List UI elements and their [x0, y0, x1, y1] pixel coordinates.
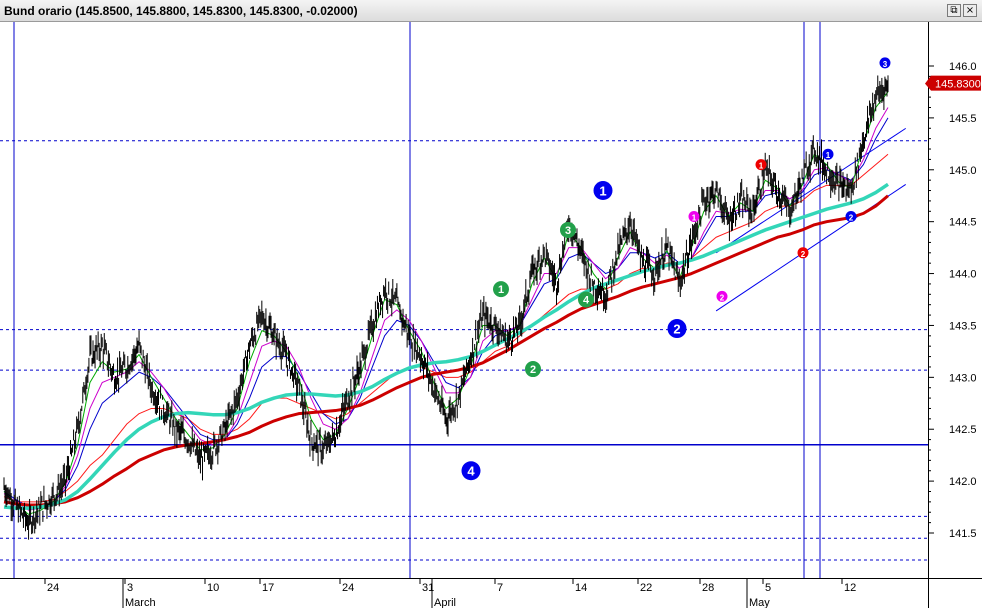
annotation-label: 1	[826, 151, 831, 160]
time-axis-month-label: May	[749, 597, 770, 608]
annotation-label: 4	[583, 295, 590, 307]
window-titlebar: Bund orario (145.8500, 145.8800, 145.830…	[0, 0, 982, 22]
annotation-label: 3	[883, 60, 888, 69]
price-axis-label: 142.5	[949, 424, 977, 436]
annotation-marker	[667, 319, 687, 339]
annotation-marker	[755, 159, 767, 171]
annotation-label: 2	[673, 322, 680, 337]
price-axis-label: 144.5	[949, 217, 977, 229]
moving-average-line-0	[3, 153, 889, 503]
time-axis-day-label: 22	[640, 582, 652, 594]
last-price-label: 145.8300	[935, 79, 981, 91]
price-axis-label: 142.0	[949, 476, 977, 488]
time-axis-day-label: 24	[47, 582, 59, 594]
price-axis-label: 141.5	[949, 528, 977, 540]
annotation-marker	[593, 181, 613, 201]
time-axis-day-label: 14	[575, 582, 587, 594]
annotation-label: 1	[599, 184, 606, 199]
moving-average-line-2	[3, 107, 889, 511]
last-price-tag	[931, 75, 981, 91]
price-axis-label: 144.0	[949, 269, 977, 281]
annotation-marker	[845, 210, 857, 222]
price-axis-area	[928, 22, 982, 608]
moving-average-line-5	[3, 182, 889, 510]
annotation-label: 2	[849, 213, 854, 222]
annotation-marker	[461, 461, 481, 481]
annotation-marker	[879, 57, 891, 69]
moving-average-line-4	[3, 194, 889, 507]
time-axis-day-label: 5	[765, 582, 771, 594]
channel-line-0	[715, 127, 906, 254]
moving-average-line-3	[3, 91, 889, 515]
annotation-label: 4	[467, 464, 475, 479]
annotation-label: 2	[720, 293, 725, 302]
annotation-marker	[525, 361, 541, 378]
last-price-tag-arrow	[925, 75, 931, 91]
time-axis-day-label: 12	[844, 582, 856, 594]
time-axis-day-label: 31	[422, 582, 434, 594]
price-chart: 12341241212123141.5142.0142.5143.0143.51…	[0, 22, 982, 608]
time-axis-month-label: April	[434, 597, 456, 608]
window-title: Bund orario (145.8500, 145.8800, 145.830…	[4, 4, 358, 18]
time-axis-day-label: 10	[207, 582, 219, 594]
plot-area	[0, 22, 928, 578]
annotation-label: 2	[801, 250, 806, 259]
time-axis-day-label: 3	[127, 582, 133, 594]
price-axis-label: 143.0	[949, 372, 977, 384]
time-axis-day-label: 28	[702, 582, 714, 594]
time-axis-day-label: 7	[497, 582, 503, 594]
price-axis-label: 143.5	[949, 320, 977, 332]
annotation-label: 2	[530, 364, 536, 376]
time-axis-day-label: 17	[262, 582, 274, 594]
annotation-marker	[688, 210, 700, 222]
annotation-label: 1	[692, 213, 697, 222]
annotation-label: 3	[565, 225, 571, 237]
close-window-icon[interactable]: ×	[963, 4, 977, 17]
time-axis-month-label: March	[125, 597, 156, 608]
annotation-marker	[822, 148, 834, 160]
annotation-label: 1	[498, 284, 504, 296]
time-axis-day-label: 24	[342, 582, 354, 594]
annotation-marker	[716, 290, 728, 302]
annotation-marker	[797, 247, 809, 259]
price-axis-label: 145.0	[949, 165, 977, 177]
annotation-label: 1	[759, 162, 764, 171]
price-axis-label: 146.0	[949, 61, 977, 73]
annotation-marker	[560, 221, 576, 238]
annotation-marker	[493, 281, 509, 298]
annotation-marker	[578, 291, 594, 308]
price-axis-label: 145.5	[949, 113, 977, 125]
price-bars	[3, 75, 889, 540]
restore-window-icon[interactable]: ⧉	[947, 4, 961, 17]
